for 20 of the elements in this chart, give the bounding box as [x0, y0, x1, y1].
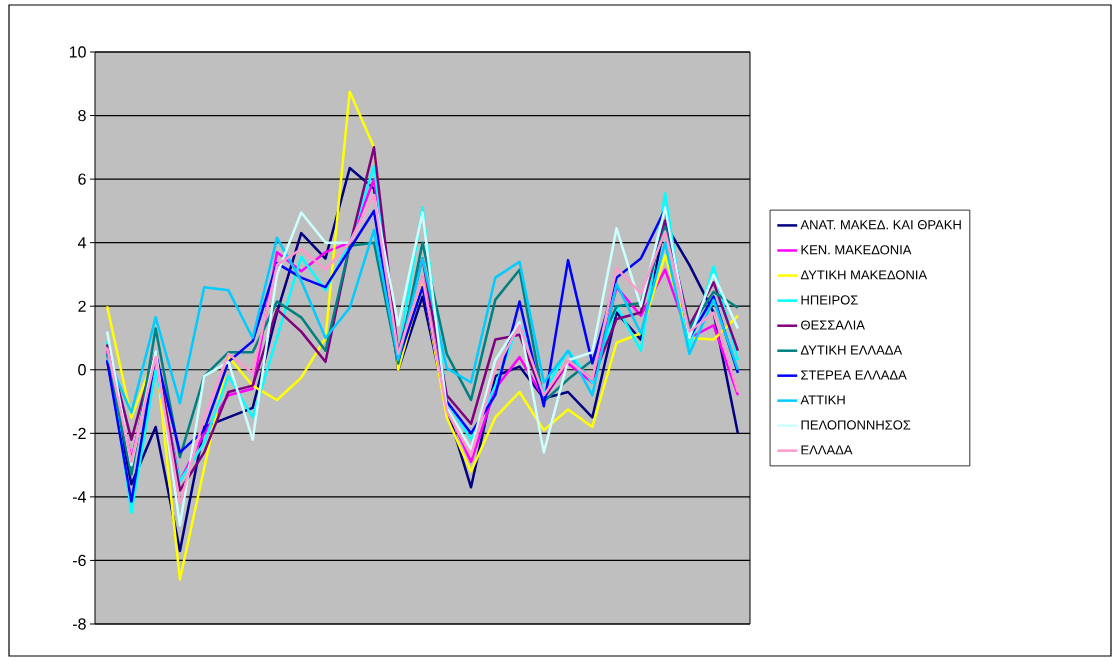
y-tick-label: 0 [78, 364, 86, 376]
legend-label: ΘΕΣΣΑΛΙΑ [801, 320, 865, 330]
y-tick-label: -6 [72, 554, 86, 567]
legend-label: ΣΤΕΡΕΑ ΕΛΛΑΔΑ [801, 370, 907, 380]
legend-label: ΠΕΛΟΠΟΝΝΗΣΟΣ [801, 420, 911, 430]
legend-label: ΗΠΕΙΡΟΣ [801, 295, 858, 305]
y-tick-label: 6 [78, 173, 86, 185]
legend-label: ΑΤΤΙΚΗ [800, 395, 845, 405]
y-tick-label: 8 [78, 109, 86, 122]
legend-label: ΚΕΝ. ΜΑΚΕΔΟΝΙΑ [801, 245, 912, 255]
legend-label: ΑΝΑΤ. ΜΑΚΕΔ. ΚΑΙ ΘΡΑΚΗ [800, 220, 961, 230]
y-tick-label: 4 [77, 237, 86, 249]
legend-label: ΕΛΛΑΔΑ [801, 445, 853, 455]
y-tick-label: 2 [78, 300, 86, 312]
y-tick-label: -8 [72, 618, 86, 630]
legend-label: ΔΥΤΙΚΗ ΕΛΛΑΔΑ [800, 345, 903, 355]
legend-label: ΔΥΤΙΚΗ ΜΑΚΕΔΟΝΙΑ [800, 270, 928, 280]
y-tick-label: -2 [72, 427, 86, 439]
y-tick-label: 10 [69, 46, 86, 58]
y-tick-label: -4 [72, 491, 86, 503]
